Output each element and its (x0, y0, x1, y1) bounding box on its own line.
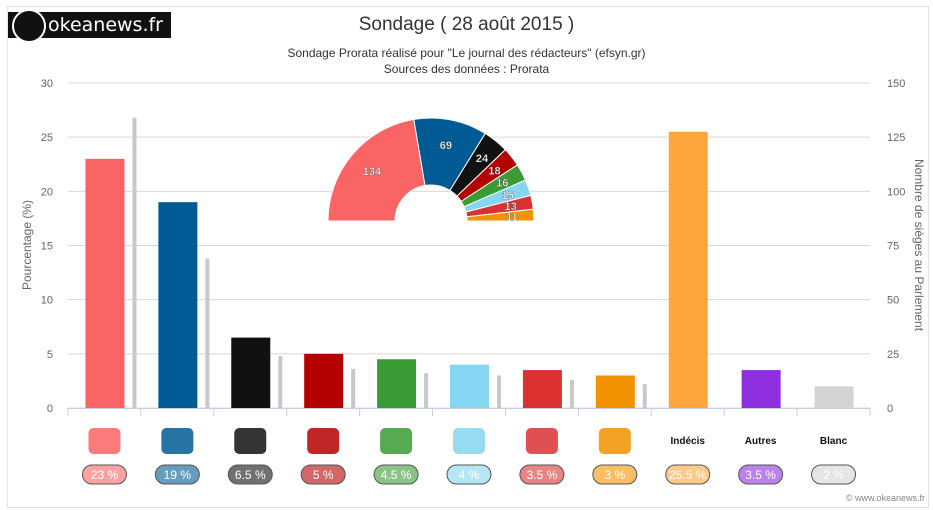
pie-label: 15 (502, 190, 514, 202)
y-axis-title: Pourcentage (%) (20, 200, 34, 290)
category-label: Autres (745, 436, 777, 447)
bar-PASOK (377, 359, 417, 408)
percent-pill (373, 464, 419, 485)
bar-KKE (304, 353, 344, 408)
pie-label: 16 (496, 178, 508, 190)
pie-label: 69 (440, 140, 452, 152)
y-tick-label: 0 (47, 403, 53, 415)
percent-label: 4.5 % (381, 468, 412, 482)
bar-Blanc (814, 386, 854, 408)
bar-SYRIZA (85, 158, 125, 408)
party-logo-Chrysi Avgi-icon (234, 428, 267, 454)
bar-To Potami (450, 364, 489, 408)
party-logo-To Potami-icon (453, 428, 485, 454)
y-tick-label: 10 (41, 295, 53, 307)
y2-tick-label: 0 (887, 403, 893, 415)
category-label: Blanc (820, 436, 848, 447)
y-tick-label: 20 (41, 186, 53, 198)
chart-subtitle: Sondage Prorata réalisé pour "Le journal… (287, 46, 646, 60)
percent-pill (811, 464, 857, 485)
chart-title: Sondage ( 28 août 2015 ) (358, 14, 575, 35)
percent-label: 3 % (604, 468, 625, 482)
bar-Chrysi Avgi (231, 337, 271, 408)
pie-label: 134 (363, 166, 382, 178)
bar-Indécis (668, 131, 708, 408)
y2-tick-label: 125 (887, 132, 905, 144)
seat-bar-SYRIZA (132, 117, 137, 409)
party-logo-ND-icon (161, 428, 194, 454)
percent-label: 6.5 % (235, 468, 266, 482)
category-label: Indécis (670, 436, 705, 447)
logo-text: okeanews.fr (48, 14, 163, 36)
pie-label: 11 (506, 211, 518, 223)
percent-label: 5 % (313, 468, 334, 482)
y-tick-label: 25 (41, 132, 53, 144)
y-tick-label: 5 (47, 349, 53, 361)
pie-label: 13 (505, 201, 517, 213)
pie-label: 24 (476, 153, 489, 165)
bird-logo-icon (12, 9, 46, 43)
pie-label: 18 (488, 166, 500, 178)
percent-pill (592, 464, 638, 485)
chart-frame (7, 6, 929, 508)
party-logo-SYRIZA-icon (88, 428, 121, 454)
party-logo-Enosi Kentroon-icon (598, 428, 631, 454)
y2-tick-label: 100 (887, 186, 905, 198)
percent-label: 4 % (459, 468, 480, 482)
percent-label: 23 % (91, 468, 119, 482)
y-tick-label: 30 (41, 78, 53, 90)
percent-pill (738, 464, 784, 485)
percent-pill (154, 464, 200, 485)
seat-bar-PASOK (424, 373, 429, 408)
bar-Autres (741, 370, 781, 408)
percent-pill (227, 464, 273, 485)
okeanews-logo[interactable]: okeanews.fr (8, 9, 171, 43)
y-tick-label: 15 (41, 241, 53, 253)
bar-Enosi Kentroon (595, 375, 635, 408)
percent-label: 25.5 % (669, 468, 707, 482)
percent-label: 3.5 % (527, 468, 558, 482)
seat-bar-KKE (351, 369, 356, 408)
pie-slice-SYRIZA (327, 118, 426, 222)
party-logo-Laiki Enotita-icon (525, 428, 558, 454)
chart-source: Sources des données : Prorata (383, 62, 550, 76)
percent-pill (81, 464, 127, 485)
y2-tick-label: 25 (887, 349, 899, 361)
y2-tick-label: 75 (887, 241, 899, 253)
percent-pill (446, 464, 492, 485)
percent-label: 19 % (164, 468, 192, 482)
percent-label: 2 % (823, 468, 844, 482)
seat-bar-Laiki Enotita (569, 379, 574, 408)
seat-bar-To Potami (497, 375, 501, 408)
y2-axis-title: Nombre de sièges au Parlement (912, 159, 926, 332)
seat-bar-ND (205, 258, 210, 408)
percent-pill (519, 464, 565, 485)
percent-pill (300, 464, 346, 485)
y2-tick-label: 50 (887, 295, 899, 307)
percent-label: 3.5 % (745, 468, 776, 482)
seat-bar-Chrysi Avgi (278, 356, 283, 408)
percent-pill (665, 464, 711, 485)
party-logo-KKE-icon (307, 428, 340, 454)
bar-Laiki Enotita (522, 370, 562, 408)
pie-slice-Enosi Kentroon (466, 208, 535, 222)
bar-ND (158, 202, 198, 408)
credit[interactable]: © www.okeanews.fr (845, 493, 925, 503)
y2-tick-label: 150 (887, 78, 905, 90)
party-logo-PASOK-icon (380, 428, 413, 454)
seat-bar-Enosi Kentroon (642, 384, 647, 408)
